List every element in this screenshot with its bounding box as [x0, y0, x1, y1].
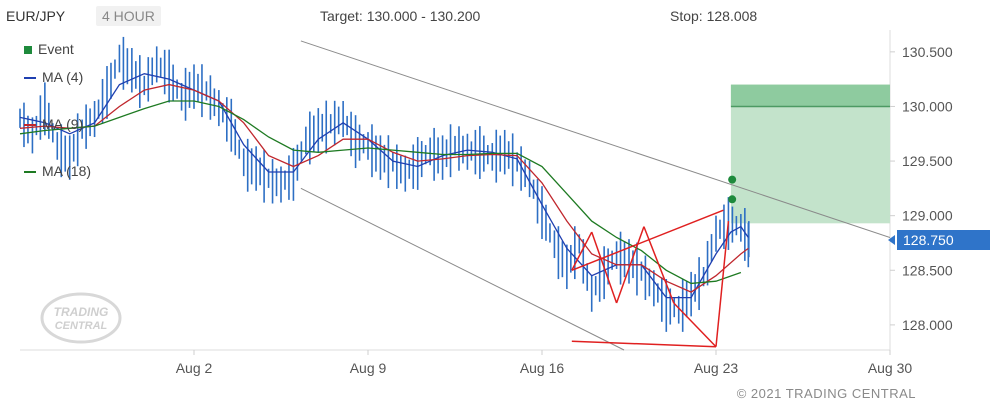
channel-line — [300, 40, 891, 238]
x-tick-label: Aug 16 — [520, 360, 565, 376]
y-tick-label: 128.500 — [902, 262, 953, 278]
copyright: © 2021 TRADING CENTRAL — [736, 386, 916, 401]
legend-item-ma9: MA (9) — [24, 116, 83, 132]
legend-label: Event — [38, 41, 74, 57]
pattern-line — [571, 209, 724, 271]
stop-label: Stop: 128.008 — [670, 8, 758, 24]
logo-text-line1: TRADING — [54, 305, 109, 319]
target-zone-area — [730, 84, 890, 224]
legend-item-ma4: MA (4) — [24, 69, 83, 85]
pattern-lines — [571, 209, 730, 348]
ma-line — [19, 73, 749, 299]
last-price-tag: 128.750 — [888, 230, 990, 250]
target-zone-band — [730, 84, 890, 107]
pattern-line — [591, 231, 618, 304]
y-axis: 128.000 128.500 129.000 129.500 130.000 130.5… — [890, 44, 953, 333]
price-arrow-icon — [888, 235, 895, 245]
y-tick-label: 128.000 — [902, 317, 953, 333]
target-zone — [730, 84, 890, 224]
target-label: Target: 130.000 - 130.200 — [320, 8, 481, 24]
y-tick-label: 129.000 — [902, 208, 953, 224]
event-marker — [728, 175, 737, 184]
channel-line — [300, 187, 625, 351]
x-tick-label: Aug 30 — [868, 360, 913, 376]
ma-line — [19, 100, 742, 285]
pattern-line — [571, 231, 593, 271]
x-axis: Aug 2 Aug 9 Aug 16 Aug 23 Aug 30 — [176, 350, 913, 376]
legend-item-event: Event — [24, 41, 74, 57]
y-tick-label: 129.500 — [902, 153, 953, 169]
pattern-line — [571, 340, 717, 348]
last-price-value: 128.750 — [903, 232, 954, 248]
symbol-label: EUR/JPY — [6, 8, 66, 24]
pattern-line — [673, 302, 717, 348]
legend-item-ma18: MA (18) — [24, 163, 91, 179]
x-tick-label: Aug 9 — [350, 360, 387, 376]
trading-central-logo: TRADING CENTRAL — [40, 292, 122, 344]
moving-averages — [19, 73, 749, 299]
legend-swatch-icon — [24, 124, 36, 127]
price-bars — [19, 36, 750, 332]
logo-text-line2: CENTRAL — [55, 320, 108, 332]
y-tick-label: 130.500 — [902, 44, 953, 60]
channel-lines — [300, 40, 891, 351]
event-marker — [728, 195, 737, 204]
y-tick-label: 130.000 — [902, 98, 953, 114]
x-tick-label: Aug 23 — [694, 360, 739, 376]
legend-label: MA (18) — [42, 163, 92, 179]
pattern-line — [715, 221, 730, 347]
x-tick-label: Aug 2 — [176, 360, 213, 376]
timeframe-badge[interactable]: 4 HOUR — [96, 6, 161, 26]
pattern-line — [615, 226, 645, 304]
legend-label: MA (9) — [42, 116, 84, 132]
event-markers — [728, 175, 737, 204]
ma-line — [19, 83, 749, 293]
legend-swatch-icon — [24, 46, 32, 55]
legend-swatch-icon — [24, 77, 36, 80]
legend-swatch-icon — [24, 171, 36, 174]
pattern-line — [643, 226, 675, 304]
legend-label: MA (4) — [42, 69, 84, 85]
